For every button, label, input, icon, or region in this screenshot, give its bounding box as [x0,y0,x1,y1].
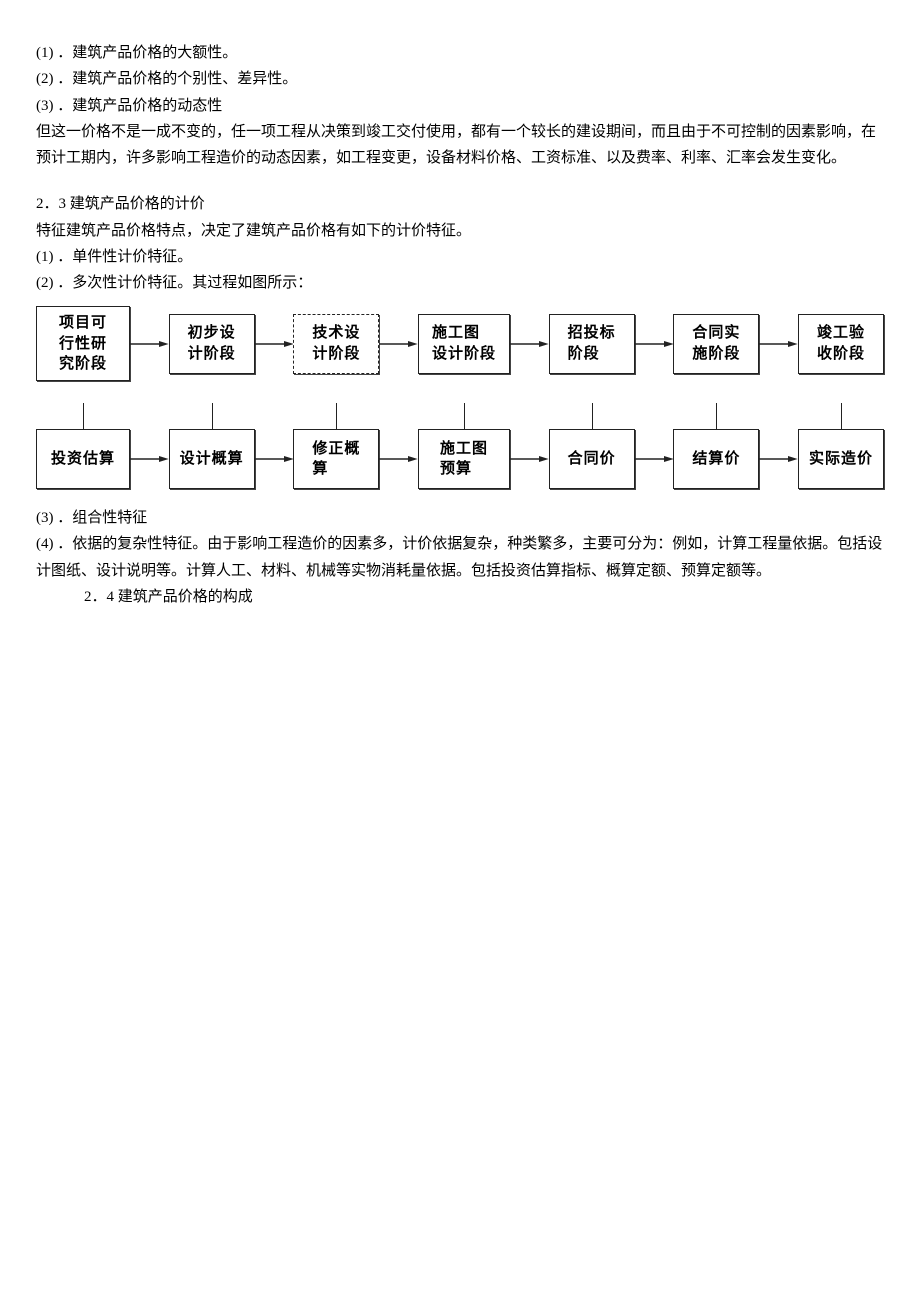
flow-arrow-icon [759,454,798,464]
paragraph-dynamic: 但这一价格不是一成不变的，任一项工程从决策到竣工交付使用，都有一个较长的建设期间… [36,119,884,172]
flow-node-b4: 施工图 预算 [418,429,510,489]
flow-row-bottom: 投资估算设计概算修正概 算施工图 预算合同价结算价实际造价 [36,429,884,489]
flow-node-b7: 实际造价 [798,429,884,489]
flow-node-n1: 项目可 行性研 究阶段 [36,306,130,381]
list-item-2-2: (2) ．多次性计价特征。其过程如图所示： [36,270,884,296]
flow-node-b3: 修正概 算 [293,429,379,489]
pricing-flowchart: 项目可 行性研 究阶段初步设 计阶段技术设 计阶段施工图 设计阶段招投标 阶段合… [36,306,884,489]
section-heading-2-4: 2．4 建筑产品价格的构成 [36,584,884,610]
list-item-3: (3) ．建筑产品价格的动态性 [36,93,884,119]
paragraph-features: 特征建筑产品价格特点，决定了建筑产品价格有如下的计价特征。 [36,218,884,244]
flow-node-n4: 施工图 设计阶段 [418,314,510,374]
flow-arrow-icon [759,339,798,349]
flow-arrow-icon [379,339,418,349]
flow-node-n3: 技术设 计阶段 [293,314,379,374]
flow-node-n2: 初步设 计阶段 [169,314,255,374]
flow-node-b1: 投资估算 [36,429,130,489]
list-item-1: (1) ．建筑产品价格的大额性。 [36,40,884,66]
list-item-2-3: (3) ．组合性特征 [36,505,884,531]
flow-node-b6: 结算价 [673,429,759,489]
section-heading-2-3: 2．3 建筑产品价格的计价 [36,191,884,217]
list-item-2-1: (1) ．单件性计价特征。 [36,244,884,270]
flow-arrow-icon [510,339,549,349]
flow-node-b2: 设计概算 [169,429,255,489]
flow-arrow-icon [379,454,418,464]
flow-node-b5: 合同价 [549,429,635,489]
flow-arrow-icon [255,339,294,349]
flow-arrow-icon [130,454,169,464]
flow-arrow-icon [130,339,169,349]
flow-arrow-icon [255,454,294,464]
flow-node-n7: 竣工验 收阶段 [798,314,884,374]
flow-arrow-icon [635,339,674,349]
list-item-2-4: (4) ．依据的复杂性特征。由于影响工程造价的因素多，计价依据复杂，种类繁多，主… [36,531,884,584]
flow-node-n6: 合同实 施阶段 [673,314,759,374]
flow-arrow-icon [635,454,674,464]
flow-row-top: 项目可 行性研 究阶段初步设 计阶段技术设 计阶段施工图 设计阶段招投标 阶段合… [36,306,884,381]
flow-arrow-icon [510,454,549,464]
list-item-2: (2) ．建筑产品价格的个别性、差异性。 [36,66,884,92]
flow-node-n5: 招投标 阶段 [549,314,635,374]
